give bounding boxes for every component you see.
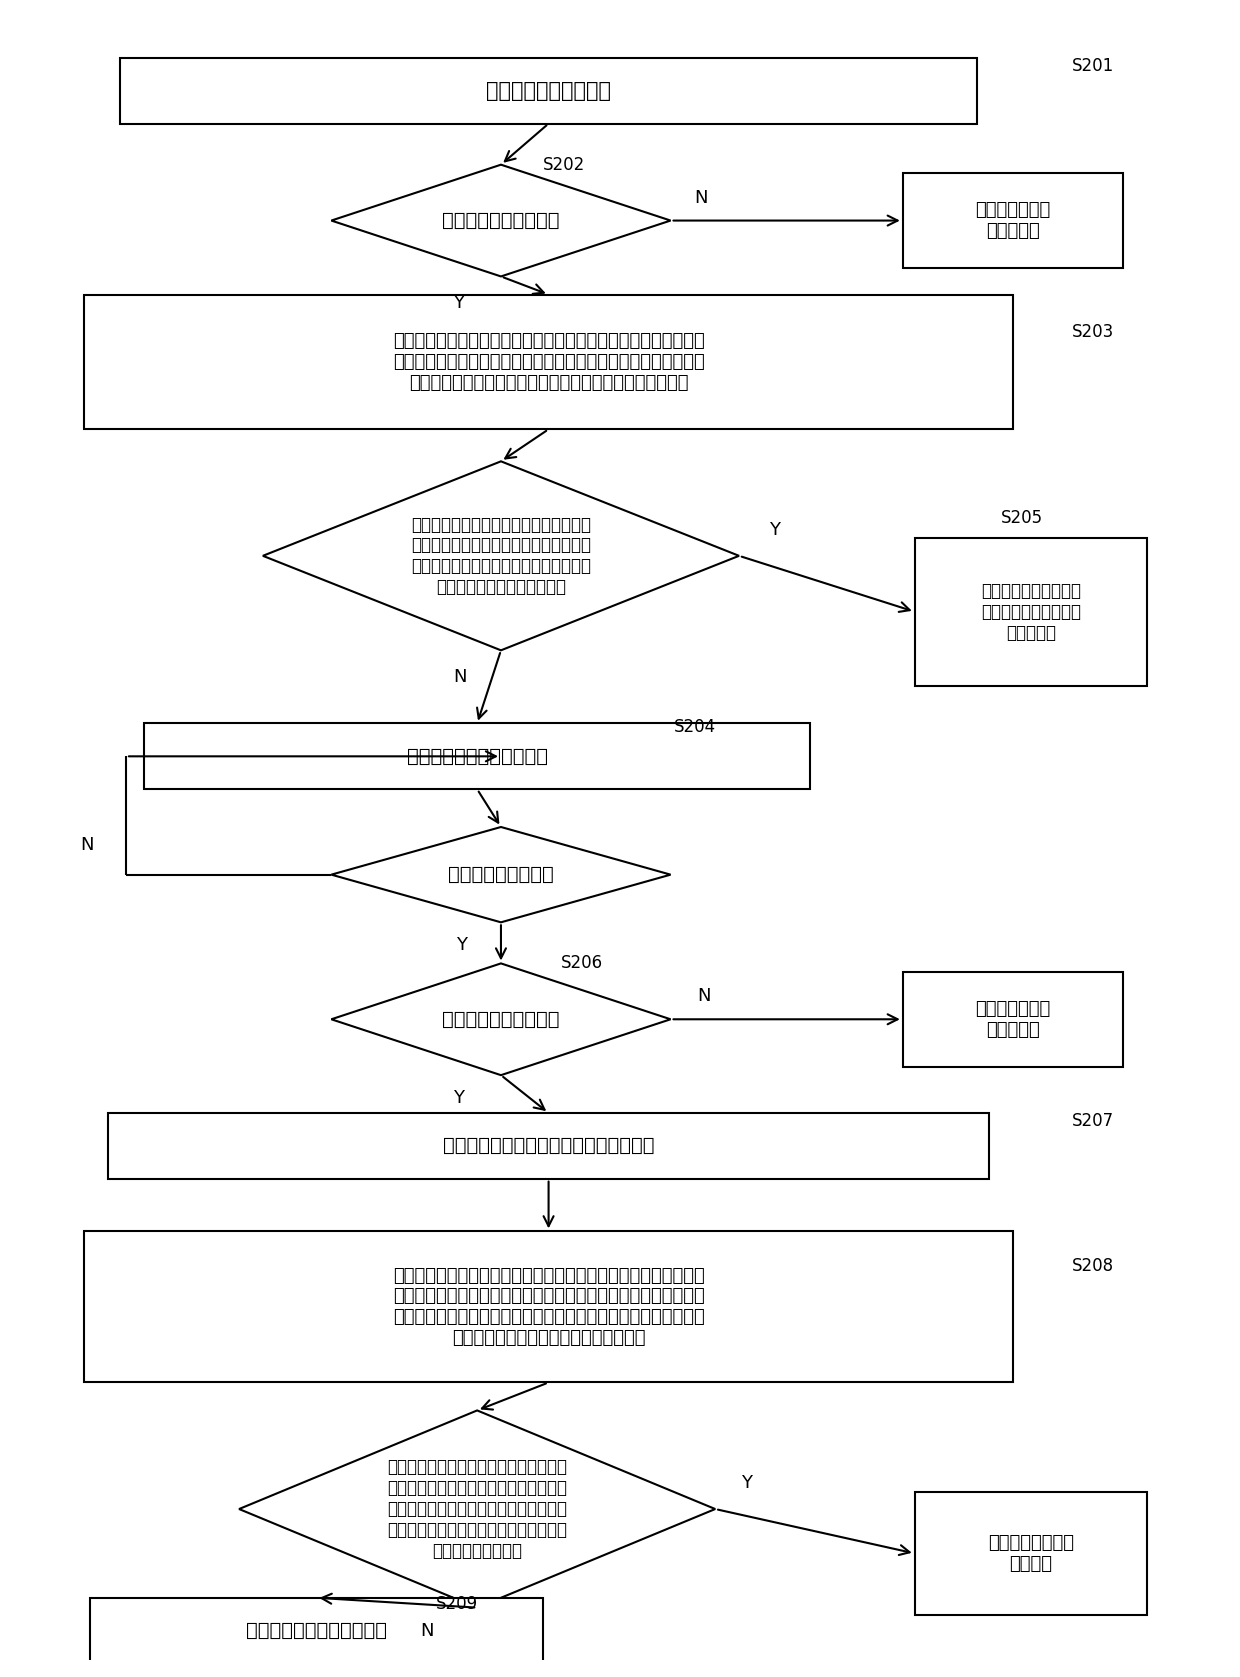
- Polygon shape: [915, 1493, 1147, 1615]
- Text: Y: Y: [742, 1474, 753, 1493]
- Text: 获取的数据为敏感数据: 获取的数据为敏感数据: [443, 211, 559, 230]
- Text: 与该数据相关的云服务中不存在与上述云
服务存在利益冲突的云服务，或者输出数
据至上述云服务的所有云服务中不存在与
该数据存在利益冲突的云服务: 与该数据相关的云服务中不存在与上述云 服务存在利益冲突的云服务，或者输出数 据至…: [410, 515, 591, 595]
- Text: 根据上述云服务输出的数据的安全标签，判断与上述云服务输出的
数据相关的云服务中是否存在与上述云服务存在利益冲突的云服务
，以及判断输出数据至上述云服务的所有云服: 根据上述云服务输出的数据的安全标签，判断与上述云服务输出的 数据相关的云服务中是…: [393, 1266, 704, 1347]
- Text: 获取输入云服务的数据: 获取输入云服务的数据: [486, 80, 611, 101]
- Text: S202: S202: [543, 156, 585, 174]
- Text: Y: Y: [769, 520, 780, 538]
- Text: N: N: [694, 188, 708, 206]
- Text: Y: Y: [454, 1088, 464, 1107]
- Text: 更新上述云服务所输出的数据的安全标签: 更新上述云服务所输出的数据的安全标签: [443, 1137, 655, 1155]
- Text: S206: S206: [560, 954, 603, 973]
- Text: 允许该数据流出上
述服务器: 允许该数据流出上 述服务器: [988, 1534, 1074, 1573]
- Polygon shape: [331, 827, 671, 922]
- Text: 禁止该数据输入上述云服务: 禁止该数据输入上述云服务: [407, 746, 548, 766]
- Text: S201: S201: [1073, 57, 1115, 75]
- Text: S207: S207: [1073, 1112, 1115, 1130]
- Text: S204: S204: [673, 718, 715, 736]
- Text: 禁止该数据流出上述云服务: 禁止该数据流出上述云服务: [246, 1622, 387, 1640]
- Text: N: N: [697, 988, 711, 1005]
- Text: S205: S205: [1001, 510, 1043, 527]
- Polygon shape: [903, 173, 1123, 268]
- Text: 根据该数据的安全标签，判断与该数据相关的云服务中是否存在与
上述云服务存在利益冲突的云服务，以及判断输出数据至上述云服
务的所有云服务中是否存在与该数据存在利益: 根据该数据的安全标签，判断与该数据相关的云服务中是否存在与 上述云服务存在利益冲…: [393, 332, 704, 392]
- Text: N: N: [420, 1622, 434, 1640]
- Text: Y: Y: [454, 293, 464, 312]
- Polygon shape: [239, 1410, 715, 1608]
- Text: 允许该数据输入上述云
服务，更新上述云服务
的安全标签: 允许该数据输入上述云 服务，更新上述云服务 的安全标签: [981, 582, 1081, 642]
- Text: S208: S208: [1073, 1256, 1115, 1275]
- Polygon shape: [84, 295, 1013, 429]
- Text: 上述云服务输出数据: 上述云服务输出数据: [448, 865, 554, 884]
- Text: 允许该数据输入
上述云服务: 允许该数据输入 上述云服务: [975, 201, 1050, 240]
- Text: 与上述云服务输出的数据相关的云服务中
不存在与上述云服务存在利益冲突的云服
务，或者输出数据至上述云服务的所有云
服务中不存在与上述云服务输出的数据存
在利益冲: 与上述云服务输出的数据相关的云服务中 不存在与上述云服务存在利益冲突的云服 务，…: [387, 1459, 567, 1560]
- Polygon shape: [91, 1598, 543, 1664]
- Text: S203: S203: [1073, 324, 1115, 342]
- Polygon shape: [84, 1231, 1013, 1382]
- Polygon shape: [120, 59, 977, 124]
- Text: S209: S209: [435, 1595, 477, 1613]
- Polygon shape: [915, 538, 1147, 686]
- Polygon shape: [903, 971, 1123, 1067]
- Polygon shape: [144, 723, 811, 790]
- Polygon shape: [331, 963, 671, 1075]
- Polygon shape: [331, 164, 671, 277]
- Text: N: N: [454, 667, 466, 686]
- Text: N: N: [81, 837, 94, 854]
- Polygon shape: [108, 1114, 990, 1179]
- Text: 允许该数据流出
上述云服务: 允许该数据流出 上述云服务: [975, 999, 1050, 1038]
- Text: 输出的数据为敏感数据: 输出的数据为敏感数据: [443, 1010, 559, 1028]
- Text: Y: Y: [456, 936, 466, 954]
- Polygon shape: [263, 461, 739, 651]
